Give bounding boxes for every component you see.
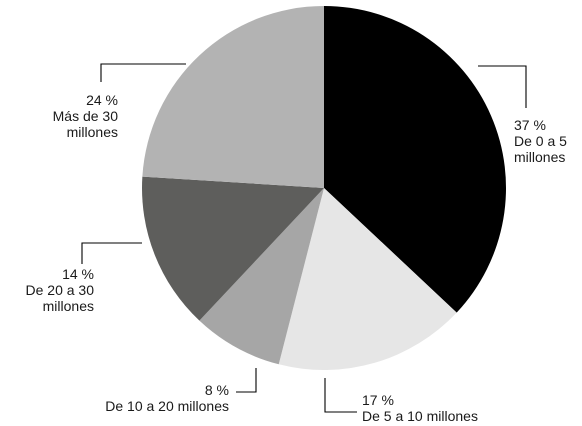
slice-category-label: De 5 a 10 millones: [362, 408, 478, 424]
pie-slice: [324, 6, 507, 313]
leader-lines: [81, 63, 527, 413]
pie-slices: [142, 6, 507, 370]
slice-percent-label: 24 %: [86, 92, 118, 108]
slice-category-label: millones: [43, 298, 94, 314]
slice-category-label: De 0 a 5: [514, 133, 567, 149]
slice-category-label: De 20 a 30: [26, 282, 95, 298]
slice-percent-label: 37 %: [514, 117, 546, 133]
slice-percent-label: 14 %: [62, 266, 94, 282]
pie-slice: [199, 188, 324, 365]
slice-category-label: millones: [67, 124, 118, 140]
leader-line: [100, 63, 186, 82]
slice-percent-label: 17 %: [362, 392, 394, 408]
slice-category-label: Más de 30: [53, 108, 119, 124]
pie-slice: [278, 188, 457, 370]
slice-category-label: De 10 a 20 millones: [105, 398, 229, 414]
slice-percent-label: 8 %: [205, 382, 229, 398]
slice-category-label: millones: [514, 149, 565, 165]
pie-slice: [142, 6, 324, 188]
leader-line: [81, 242, 142, 264]
leader-line: [324, 378, 357, 413]
pie-slice: [142, 176, 324, 321]
leader-line: [236, 368, 257, 393]
leader-line: [478, 65, 527, 108]
